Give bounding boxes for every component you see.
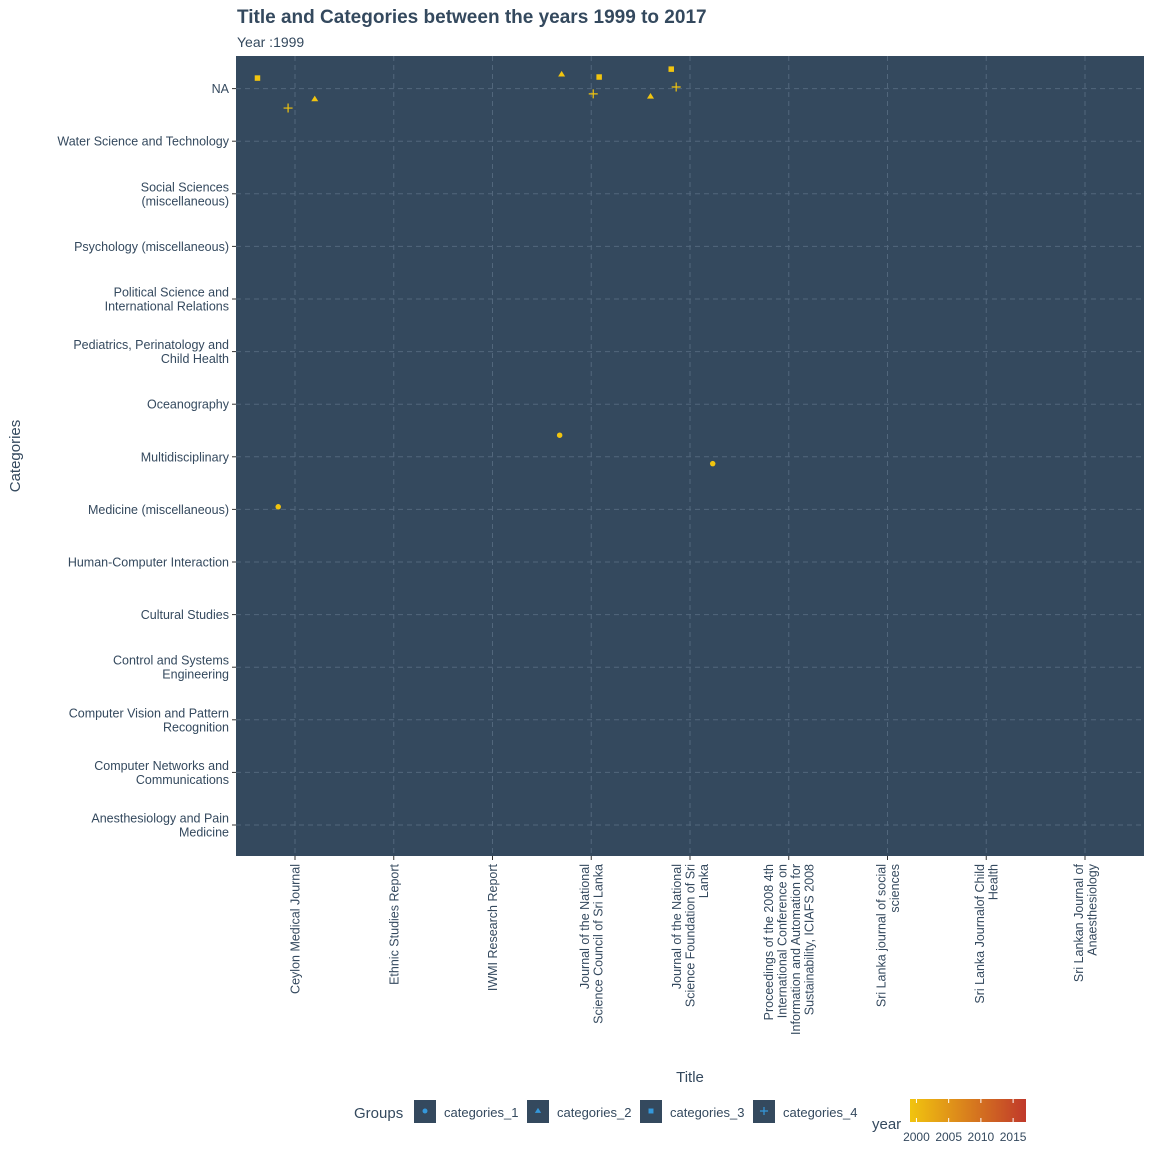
x-axis-label: Title (676, 1069, 704, 1086)
data-point (556, 432, 563, 438)
year-colorbar (910, 1099, 1026, 1122)
y-tick-label: Computer Vision and Pattern Recognition (69, 706, 229, 734)
data-point (671, 82, 681, 92)
data-point (311, 95, 319, 102)
x-tick-label: Journal of the NationalScience Council o… (578, 864, 606, 1024)
y-tick-label: Political Science and International Relat… (105, 286, 229, 314)
legend-key-symbol (648, 1108, 654, 1114)
x-axis-ticks: Ceylon Medical Journal Ethnic Studies Rep… (289, 856, 1100, 1035)
legend: Groups categories_1 categories_2 categorie… (354, 1099, 1027, 1144)
data-points (254, 66, 716, 510)
y-tick-label: Social Sciences (miscellaneous) (141, 180, 229, 208)
y-tick-label: Control and Systems Engineering (113, 654, 229, 682)
x-tick-label-group: IWMI Research Report (486, 863, 500, 991)
data-point (709, 460, 716, 467)
y-tick-label: Computer Networks and Communications (94, 759, 229, 787)
data-point (558, 70, 566, 77)
y-axis-label: Categories (7, 420, 24, 493)
data-point (668, 66, 674, 72)
colorbar-tick-label: 2000 (903, 1130, 930, 1144)
y-tick-label: Water Science and Technology (57, 135, 229, 149)
x-tick-label: Sri Lankan Journal ofAnaesthesiology (1072, 863, 1100, 982)
y-axis-ticks: Anesthesiology and Pain Medicine Computer … (57, 82, 236, 840)
x-tick-label: IWMI Research Report (486, 863, 500, 991)
y-tick-label: Oceanography (147, 398, 230, 412)
y-tick-label: Pediatrics, Perinatology and Child Health (73, 338, 229, 366)
legend-key-symbol (759, 1106, 769, 1116)
legend-key-symbol (422, 1108, 428, 1114)
y-tick-label: Anesthesiology and Pain Medicine (91, 812, 229, 840)
legend-year-title: year (872, 1116, 901, 1133)
x-tick-label-group: Sri Lanka journal of socialsciences (874, 864, 902, 1007)
data-point (275, 504, 281, 510)
x-tick-label-group: Proceedings of the 2008 4thInternational… (762, 864, 817, 1035)
colorbar-tick-label: 2010 (968, 1130, 995, 1144)
year-colorbar-ticks: 2000 2005 2010 2015 (903, 1099, 1027, 1144)
x-tick-label: Sri Lanka Journalof ChildHealth (973, 864, 1001, 1004)
legend-group-keys: categories_1 categories_2 categories_3 cate… (414, 1100, 857, 1123)
x-tick-label-group: Journal of the NationalScience Council o… (578, 864, 606, 1024)
y-tick-label: Multidisciplinary (141, 450, 230, 464)
chart-title: Title and Categories between the years 1… (237, 7, 707, 28)
legend-groups-title: Groups (354, 1105, 403, 1122)
data-point (647, 92, 654, 99)
data-point (596, 74, 602, 80)
x-tick-label: Ethnic Studies Report (387, 863, 401, 984)
x-tick-label-group: Journal of the NationalScience Foundatio… (670, 864, 711, 1007)
legend-group-label: categories_2 (557, 1105, 631, 1120)
x-tick-label: Ceylon Medical Journal (289, 864, 303, 994)
legend-group-label: categories_3 (670, 1105, 744, 1120)
colorbar-tick-label: 2015 (1000, 1130, 1027, 1144)
y-tick-label: Cultural Studies (141, 608, 229, 622)
x-tick-label-group: Ethnic Studies Report (387, 863, 401, 984)
legend-group-label: categories_1 (444, 1105, 518, 1120)
x-tick-label-group: Sri Lanka Journalof ChildHealth (973, 864, 1001, 1004)
grid-lines (236, 56, 1144, 856)
chart-subtitle: Year :1999 (237, 34, 304, 50)
data-point (283, 103, 293, 113)
data-point (254, 75, 261, 81)
y-tick-label: Medicine (miscellaneous) (88, 503, 229, 517)
x-tick-label: Sri Lanka journal of socialsciences (874, 864, 902, 1007)
y-tick-label: Psychology (miscellaneous) (74, 240, 229, 254)
y-tick-label: NA (212, 82, 230, 96)
legend-key-symbol (534, 1107, 542, 1113)
x-tick-label-group: Ceylon Medical Journal (289, 864, 303, 994)
x-tick-label: Proceedings of the 2008 4thInternational… (762, 864, 817, 1035)
y-tick-label: Human-Computer Interaction (68, 556, 229, 570)
colorbar-tick-label: 2005 (935, 1130, 962, 1144)
x-tick-label-group: Sri Lankan Journal ofAnaesthesiology (1072, 863, 1100, 982)
x-tick-label: Journal of the NationalScience Foundatio… (670, 864, 711, 1007)
data-point (588, 89, 598, 99)
legend-group-label: categories_4 (783, 1105, 857, 1120)
